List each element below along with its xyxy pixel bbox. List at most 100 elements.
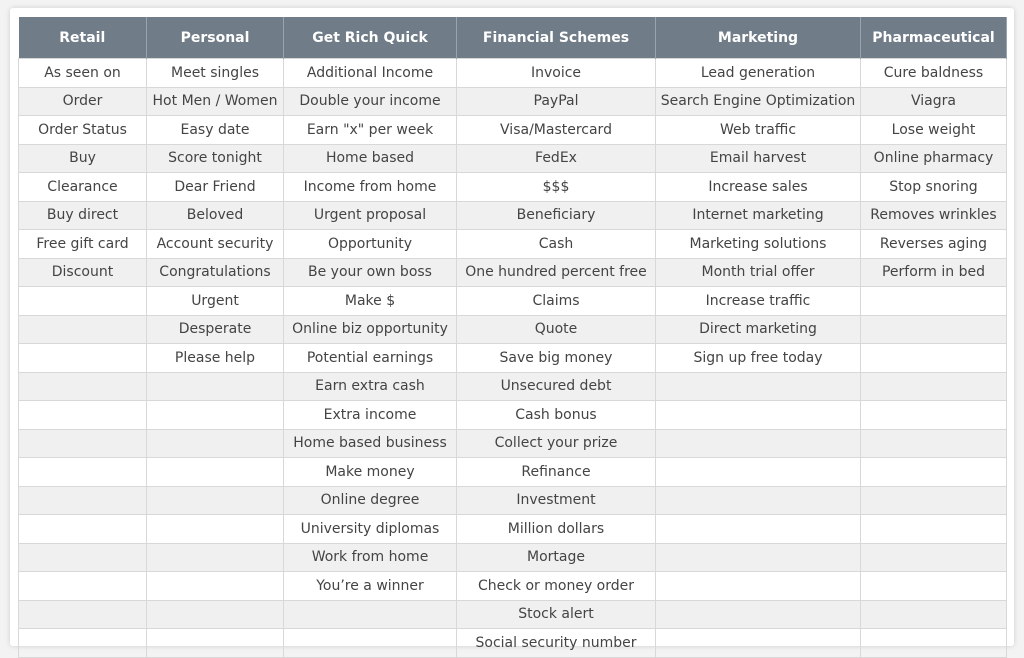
empty-cell bbox=[18, 400, 147, 430]
table-cell: Save big money bbox=[456, 343, 656, 373]
table-cell: Lead generation bbox=[655, 58, 861, 88]
empty-cell bbox=[146, 542, 284, 572]
column-header: Pharmaceutical bbox=[860, 17, 1007, 59]
empty-cell bbox=[860, 286, 1007, 316]
table-cell: $$$ bbox=[456, 172, 656, 202]
table-row: Urgent Make $ Claims Increase traffic bbox=[18, 286, 1007, 316]
table-cell: Unsecured debt bbox=[456, 371, 656, 401]
table-cell: Quote bbox=[456, 314, 656, 344]
column-header: Marketing bbox=[655, 17, 861, 59]
table-cell: Hot Men / Women bbox=[146, 86, 284, 116]
table-cell: Million dollars bbox=[456, 514, 656, 544]
table-row: University diplomas Million dollars bbox=[18, 514, 1007, 544]
table-row: Buy direct Beloved Urgent proposal Benefici… bbox=[18, 200, 1007, 230]
empty-cell bbox=[146, 400, 284, 430]
table-cell: Urgent proposal bbox=[283, 200, 457, 230]
empty-cell bbox=[146, 485, 284, 515]
table-cell: Viagra bbox=[860, 86, 1007, 116]
table-cell: Additional Income bbox=[283, 58, 457, 88]
empty-cell bbox=[860, 457, 1007, 487]
table-row: As seen on Meet singles Additional Income I… bbox=[18, 58, 1007, 88]
table-cell: Potential earnings bbox=[283, 343, 457, 373]
table-row: Desperate Online biz opportunity Quote Dire… bbox=[18, 314, 1007, 344]
empty-cell bbox=[18, 457, 147, 487]
table-cell: Account security bbox=[146, 229, 284, 259]
table-cell: Opportunity bbox=[283, 229, 457, 259]
table-cell: Double your income bbox=[283, 86, 457, 116]
empty-cell bbox=[655, 400, 861, 430]
table-cell: Home based business bbox=[283, 428, 457, 458]
table-cell: Beneficiary bbox=[456, 200, 656, 230]
table-cell: FedEx bbox=[456, 143, 656, 173]
table-cell: Cash bbox=[456, 229, 656, 259]
column-header: Personal bbox=[146, 17, 284, 59]
table-cell: Direct marketing bbox=[655, 314, 861, 344]
table-cell: Reverses aging bbox=[860, 229, 1007, 259]
table-row: Free gift card Account security Opportunit… bbox=[18, 229, 1007, 259]
table-cell: Invoice bbox=[456, 58, 656, 88]
empty-cell bbox=[860, 514, 1007, 544]
table-cell: Investment bbox=[456, 485, 656, 515]
empty-cell bbox=[860, 428, 1007, 458]
table-cell: Desperate bbox=[146, 314, 284, 344]
empty-cell bbox=[146, 514, 284, 544]
empty-cell bbox=[655, 457, 861, 487]
table-cell: Dear Friend bbox=[146, 172, 284, 202]
empty-cell bbox=[146, 428, 284, 458]
empty-cell bbox=[146, 599, 284, 629]
table-cell: Claims bbox=[456, 286, 656, 316]
table-cell: Order Status bbox=[18, 115, 147, 145]
table-cell: Beloved bbox=[146, 200, 284, 230]
table-cell: Refinance bbox=[456, 457, 656, 487]
table-cell: Earn "x" per week bbox=[283, 115, 457, 145]
table-cell: Online degree bbox=[283, 485, 457, 515]
table-cell: Stock alert bbox=[456, 599, 656, 629]
empty-cell bbox=[146, 571, 284, 601]
table-cell: Work from home bbox=[283, 542, 457, 572]
table-row: Make money Refinance bbox=[18, 457, 1007, 487]
table-row: You’re a winner Check or money order bbox=[18, 571, 1007, 601]
empty-cell bbox=[146, 457, 284, 487]
empty-cell bbox=[860, 314, 1007, 344]
column-header: Retail bbox=[18, 17, 147, 59]
table-cell: Easy date bbox=[146, 115, 284, 145]
table-cell: Stop snoring bbox=[860, 172, 1007, 202]
table-row: Earn extra cash Unsecured debt bbox=[18, 371, 1007, 401]
table-cell: Sign up free today bbox=[655, 343, 861, 373]
empty-cell bbox=[860, 485, 1007, 515]
column-header: Financial Schemes bbox=[456, 17, 656, 59]
table-cell: Order bbox=[18, 86, 147, 116]
table-cell: Make money bbox=[283, 457, 457, 487]
empty-cell bbox=[146, 371, 284, 401]
empty-cell bbox=[18, 314, 147, 344]
empty-cell bbox=[860, 542, 1007, 572]
table-cell: PayPal bbox=[456, 86, 656, 116]
table-cell: Buy bbox=[18, 143, 147, 173]
empty-cell bbox=[655, 599, 861, 629]
table-row: Order Status Easy date Earn "x" per week Vi… bbox=[18, 115, 1007, 145]
table-row: Stock alert bbox=[18, 599, 1007, 629]
card: Retail Personal Get Rich Quick Financial Sc… bbox=[10, 8, 1014, 658]
table-cell: Be your own boss bbox=[283, 257, 457, 287]
table-cell: Removes wrinkles bbox=[860, 200, 1007, 230]
spam-words-table: Retail Personal Get Rich Quick Financial Sc… bbox=[18, 17, 1007, 658]
table-cell: Cure baldness bbox=[860, 58, 1007, 88]
table-cell: Search Engine Optimization bbox=[655, 86, 861, 116]
table-cell: Internet marketing bbox=[655, 200, 861, 230]
table-cell: Clearance bbox=[18, 172, 147, 202]
table-cell: Congratulations bbox=[146, 257, 284, 287]
empty-cell bbox=[860, 571, 1007, 601]
empty-cell bbox=[655, 571, 861, 601]
table-cell: You’re a winner bbox=[283, 571, 457, 601]
table-cell: Collect your prize bbox=[456, 428, 656, 458]
table-cell: Perform in bed bbox=[860, 257, 1007, 287]
empty-cell bbox=[18, 485, 147, 515]
table-cell: Check or money order bbox=[456, 571, 656, 601]
table-cell: Extra income bbox=[283, 400, 457, 430]
table-row: Home based business Collect your prize bbox=[18, 428, 1007, 458]
table-row: Extra income Cash bonus bbox=[18, 400, 1007, 430]
table-row: Work from home Mortage bbox=[18, 542, 1007, 572]
empty-cell bbox=[860, 343, 1007, 373]
table-row: Buy Score tonight Home based FedEx Email har… bbox=[18, 143, 1007, 173]
table-cell: As seen on bbox=[18, 58, 147, 88]
